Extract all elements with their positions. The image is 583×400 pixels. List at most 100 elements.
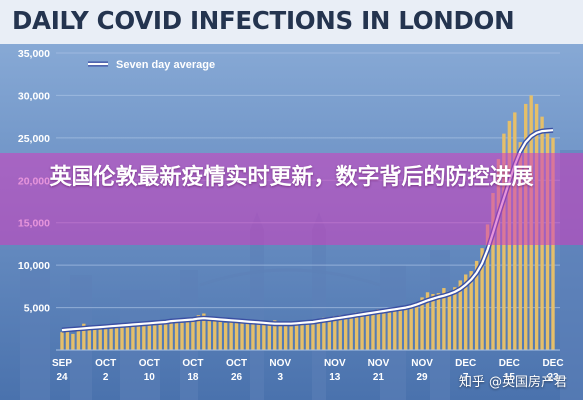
article-title: 英国伦敦最新疫情实时更新，数字背后的防控进展 (49, 165, 534, 190)
x-tick-day: 18 (187, 372, 199, 383)
bar (496, 159, 501, 350)
bar (60, 332, 64, 350)
x-tick-day: 15 (504, 372, 516, 383)
bar (436, 293, 441, 350)
bar (447, 291, 452, 350)
bar (71, 333, 75, 350)
chart-headline: DAILY COVID INFECTIONS IN LONDON (12, 6, 515, 35)
x-tick-day: 7 (463, 372, 469, 383)
bar (142, 321, 146, 350)
bar (294, 324, 299, 350)
bar (120, 327, 124, 350)
bar (322, 317, 326, 350)
bar (283, 325, 288, 350)
bar (365, 313, 370, 350)
bar (316, 319, 321, 350)
x-tick-month: NOV (324, 358, 346, 369)
bar (360, 311, 364, 350)
bar (147, 323, 151, 350)
x-tick-month: OCT (139, 358, 160, 369)
bar (327, 318, 332, 350)
bar (185, 319, 190, 350)
bar (354, 312, 359, 350)
y-tick-label: 5,000 (24, 303, 50, 315)
header-band (0, 0, 583, 44)
bar (191, 317, 195, 350)
bar (229, 320, 233, 350)
x-tick-day: 13 (329, 372, 341, 383)
bar (256, 322, 261, 350)
article-title-banner (0, 153, 583, 245)
bar (414, 302, 419, 350)
bar (207, 316, 211, 350)
bar (431, 293, 435, 350)
x-tick-day: 24 (56, 372, 68, 383)
bar (82, 323, 86, 350)
bar (65, 330, 70, 350)
bar (234, 321, 239, 350)
x-tick-day: 3 (277, 372, 283, 383)
bar (409, 305, 413, 350)
x-tick-month: OCT (182, 358, 203, 369)
bar (393, 310, 397, 350)
bar (404, 307, 408, 350)
x-tick-month: SEP (52, 358, 72, 369)
bar (442, 288, 446, 350)
x-tick-day: 10 (144, 372, 156, 383)
bar (376, 309, 381, 350)
x-tick-month: NOV (269, 358, 291, 369)
bar (305, 320, 310, 350)
bar (136, 324, 141, 350)
bar (267, 321, 272, 350)
bar (398, 310, 402, 350)
seven-day-average-line (61, 129, 554, 332)
bar (223, 322, 228, 350)
x-tick-day: 29 (417, 372, 429, 383)
zhihu-watermark: 知乎 @英国房产君 (458, 375, 567, 390)
bar (213, 318, 217, 350)
bar (169, 319, 173, 350)
bar (240, 322, 244, 350)
bar (131, 322, 135, 350)
y-tick-label: 30,000 (18, 90, 50, 102)
bar (158, 321, 162, 350)
bar (76, 327, 81, 350)
bar (93, 329, 97, 350)
legend-label: Seven day average (116, 59, 215, 71)
bar (278, 323, 282, 350)
bar (464, 274, 468, 350)
bar (474, 260, 479, 350)
bar (480, 248, 484, 350)
bar (338, 315, 342, 350)
bar (382, 310, 386, 350)
x-tick-day: 23 (547, 372, 559, 383)
bar (163, 321, 168, 350)
bar (300, 321, 304, 350)
bar (311, 322, 315, 350)
bar (153, 325, 157, 350)
y-tick-label: 10,000 (18, 260, 50, 272)
bar (202, 313, 206, 350)
bar (343, 316, 348, 350)
bar (420, 297, 424, 350)
bar (180, 322, 184, 350)
bar (103, 327, 108, 350)
bar (491, 193, 495, 350)
bar (518, 142, 522, 350)
x-tick-month: NOV (368, 358, 390, 369)
x-tick-month: OCT (226, 358, 247, 369)
y-tick-label: 35,000 (18, 48, 50, 60)
bar (125, 325, 130, 350)
bar (245, 323, 250, 350)
x-tick-day: 2 (103, 372, 109, 383)
bar (273, 320, 277, 350)
x-tick-month: DEC (455, 358, 476, 369)
bar (262, 324, 266, 350)
y-tick-label: 25,000 (18, 133, 50, 145)
bar (109, 325, 113, 350)
bar (425, 292, 430, 350)
bar (371, 311, 375, 350)
bar (218, 321, 222, 350)
x-tick-month: OCT (95, 358, 116, 369)
x-tick-month: DEC (499, 358, 520, 369)
